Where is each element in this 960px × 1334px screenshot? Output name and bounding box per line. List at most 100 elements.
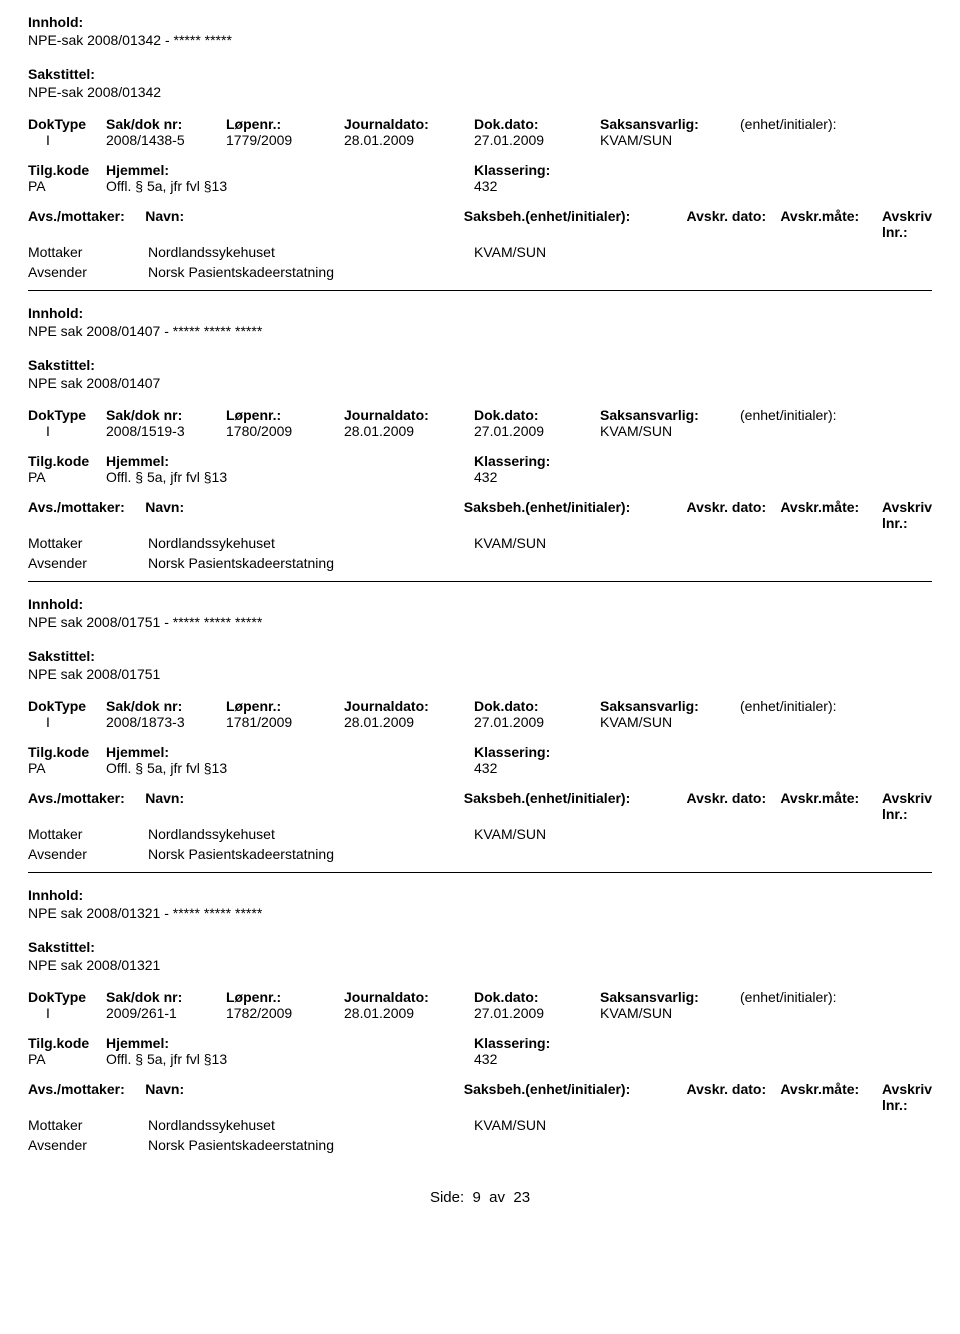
doktype-label: DokType: [28, 989, 106, 1005]
party-navn: Norsk Pasientskadeerstatning: [148, 264, 474, 280]
party-saksbeh: KVAM/SUN: [474, 1117, 702, 1133]
klassering-label: Klassering:: [474, 453, 674, 469]
party-row: Mottaker Nordlandssykehuset KVAM/SUN: [28, 1117, 932, 1133]
doc-header-row: DokType Sak/dok nr: Løpenr.: Journaldato…: [28, 989, 932, 1005]
saksbeh-label: Saksbeh.(enhet/initialer):: [464, 208, 687, 224]
hjemmel-value: Offl. § 5a, jfr fvl §13: [106, 178, 474, 194]
hjemmel-label: Hjemmel:: [106, 162, 474, 178]
tilg-header-row: Tilg.kode Hjemmel: Klassering:: [28, 453, 932, 469]
journaldato-value: 28.01.2009: [344, 423, 474, 439]
party-role: Avsender: [28, 1137, 148, 1153]
journaldato-label: Journaldato:: [344, 989, 474, 1005]
sakstittel-value: NPE sak 2008/01407: [28, 375, 932, 391]
doc-header-row: DokType Sak/dok nr: Løpenr.: Journaldato…: [28, 407, 932, 423]
tilg-value-row: PA Offl. § 5a, jfr fvl §13 432: [28, 1051, 932, 1067]
sakdoknr-label: Sak/dok nr:: [106, 407, 226, 423]
avskrivlnr-label: Avskriv lnr.:: [882, 790, 932, 822]
dokdato-label: Dok.dato:: [474, 407, 600, 423]
dokdato-label: Dok.dato:: [474, 116, 600, 132]
avskrdato-label: Avskr. dato:: [687, 499, 781, 515]
party-row: Avsender Norsk Pasientskadeerstatning: [28, 555, 932, 571]
avskrivlnr-label: Avskriv lnr.:: [882, 1081, 932, 1113]
hjemmel-value: Offl. § 5a, jfr fvl §13: [106, 469, 474, 485]
page-footer: Side: 9 av 23: [28, 1189, 932, 1206]
record-separator: [28, 872, 932, 873]
journal-record: Innhold: NPE sak 2008/01321 - ***** ****…: [28, 887, 932, 1153]
navn-label: Navn:: [145, 208, 464, 224]
doktype-label: DokType: [28, 116, 106, 132]
journaldato-value: 28.01.2009: [344, 714, 474, 730]
party-saksbeh: KVAM/SUN: [474, 535, 702, 551]
journaldato-value: 28.01.2009: [344, 1005, 474, 1021]
party-role: Avsender: [28, 555, 148, 571]
party-navn: Nordlandssykehuset: [148, 535, 474, 551]
record-separator: [28, 581, 932, 582]
avskrmate-label: Avskr.måte:: [780, 499, 882, 515]
journal-record: Innhold: NPE sak 2008/01751 - ***** ****…: [28, 596, 932, 862]
tilgkode-value: PA: [28, 178, 106, 194]
record-separator: [28, 290, 932, 291]
tilgkode-value: PA: [28, 760, 106, 776]
sakstittel-value: NPE sak 2008/01751: [28, 666, 932, 682]
avsmottaker-label: Avs./mottaker:: [28, 499, 145, 515]
party-navn: Nordlandssykehuset: [148, 244, 474, 260]
lopenr-label: Løpenr.:: [226, 407, 344, 423]
journal-record: Innhold: NPE sak 2008/01407 - ***** ****…: [28, 305, 932, 571]
saksansvarlig-value: KVAM/SUN: [600, 423, 740, 439]
pager-current: 9: [472, 1189, 480, 1206]
tilg-value-row: PA Offl. § 5a, jfr fvl §13 432: [28, 760, 932, 776]
sakdoknr-value: 2008/1519-3: [106, 423, 226, 439]
avskrivlnr-label: Avskriv lnr.:: [882, 208, 932, 240]
klassering-label: Klassering:: [474, 744, 674, 760]
journaldato-label: Journaldato:: [344, 116, 474, 132]
enhet-label: (enhet/initialer):: [740, 698, 932, 714]
sakdoknr-label: Sak/dok nr:: [106, 989, 226, 1005]
sakdoknr-value: 2008/1873-3: [106, 714, 226, 730]
sakdoknr-value: 2008/1438-5: [106, 132, 226, 148]
doktype-value: I: [28, 714, 106, 730]
avskrmate-label: Avskr.måte:: [780, 208, 882, 224]
party-role: Mottaker: [28, 1117, 148, 1133]
saksbeh-label: Saksbeh.(enhet/initialer):: [464, 1081, 687, 1097]
innhold-value: NPE sak 2008/01407 - ***** ***** *****: [28, 323, 932, 339]
innhold-value: NPE sak 2008/01751 - ***** ***** *****: [28, 614, 932, 630]
doktype-label: DokType: [28, 407, 106, 423]
tilg-header-row: Tilg.kode Hjemmel: Klassering:: [28, 744, 932, 760]
hjemmel-value: Offl. § 5a, jfr fvl §13: [106, 760, 474, 776]
avskrdato-label: Avskr. dato:: [687, 208, 781, 224]
tilgkode-value: PA: [28, 469, 106, 485]
doc-value-row: I 2008/1438-5 1779/2009 28.01.2009 27.01…: [28, 132, 932, 148]
party-role: Avsender: [28, 846, 148, 862]
innhold-label: Innhold:: [28, 14, 932, 30]
avskrmate-label: Avskr.måte:: [780, 1081, 882, 1097]
sakstittel-value: NPE sak 2008/01321: [28, 957, 932, 973]
saksbeh-label: Saksbeh.(enhet/initialer):: [464, 499, 687, 515]
records-container: Innhold: NPE-sak 2008/01342 - ***** ****…: [28, 14, 932, 1153]
sakstittel-label: Sakstittel:: [28, 939, 932, 955]
navn-label: Navn:: [145, 1081, 464, 1097]
party-navn: Norsk Pasientskadeerstatning: [148, 1137, 474, 1153]
party-row: Avsender Norsk Pasientskadeerstatning: [28, 264, 932, 280]
party-row: Mottaker Nordlandssykehuset KVAM/SUN: [28, 244, 932, 260]
innhold-label: Innhold:: [28, 305, 932, 321]
tilgkode-value: PA: [28, 1051, 106, 1067]
klassering-value: 432: [474, 178, 674, 194]
dokdato-value: 27.01.2009: [474, 423, 600, 439]
doc-value-row: I 2008/1873-3 1781/2009 28.01.2009 27.01…: [28, 714, 932, 730]
sakdoknr-label: Sak/dok nr:: [106, 116, 226, 132]
party-header-row: Avs./mottaker: Navn: Saksbeh.(enhet/init…: [28, 790, 932, 822]
party-navn: Norsk Pasientskadeerstatning: [148, 555, 474, 571]
innhold-label: Innhold:: [28, 596, 932, 612]
sakstittel-label: Sakstittel:: [28, 648, 932, 664]
avsmottaker-label: Avs./mottaker:: [28, 790, 145, 806]
doktype-value: I: [28, 1005, 106, 1021]
dokdato-label: Dok.dato:: [474, 698, 600, 714]
saksansvarlig-value: KVAM/SUN: [600, 132, 740, 148]
party-header-row: Avs./mottaker: Navn: Saksbeh.(enhet/init…: [28, 208, 932, 240]
saksansvarlig-value: KVAM/SUN: [600, 1005, 740, 1021]
avskrivlnr-label: Avskriv lnr.:: [882, 499, 932, 531]
avskrmate-label: Avskr.måte:: [780, 790, 882, 806]
doc-value-row: I 2009/261-1 1782/2009 28.01.2009 27.01.…: [28, 1005, 932, 1021]
party-header-row: Avs./mottaker: Navn: Saksbeh.(enhet/init…: [28, 1081, 932, 1113]
sakstittel-label: Sakstittel:: [28, 66, 932, 82]
